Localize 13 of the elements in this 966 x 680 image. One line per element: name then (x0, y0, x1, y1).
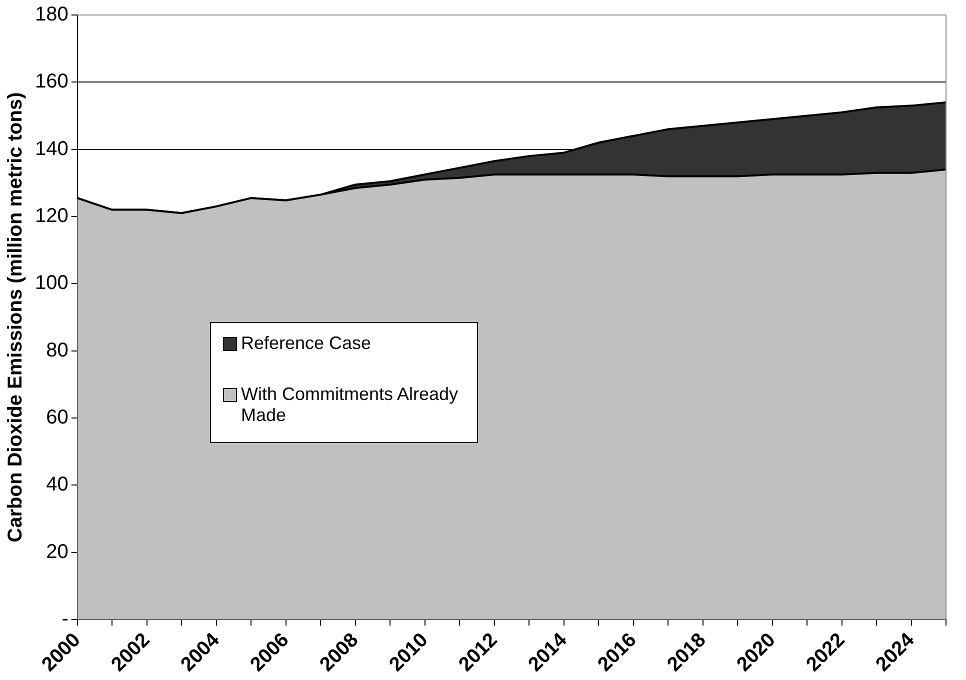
y-tick-label: 160 (34, 70, 68, 93)
y-tick-label: 40 (46, 474, 68, 496)
y-axis-title: Carbon Dioxide Emissions (million metric tons) (4, 92, 27, 542)
y-tick-label: 120 (34, 205, 68, 228)
y-tick-label: 100 (34, 272, 68, 294)
y-tick-label: 20 (46, 540, 68, 563)
legend-label: With Commitments Already Made (241, 384, 460, 426)
y-tick-label: 80 (46, 339, 68, 362)
legend-label: Reference Case (241, 333, 372, 354)
y-tick-label: 60 (46, 406, 68, 429)
y-tick-label: - (62, 608, 68, 630)
y-tick-label: 180 (34, 4, 68, 26)
y-tick-label: 140 (34, 138, 68, 160)
